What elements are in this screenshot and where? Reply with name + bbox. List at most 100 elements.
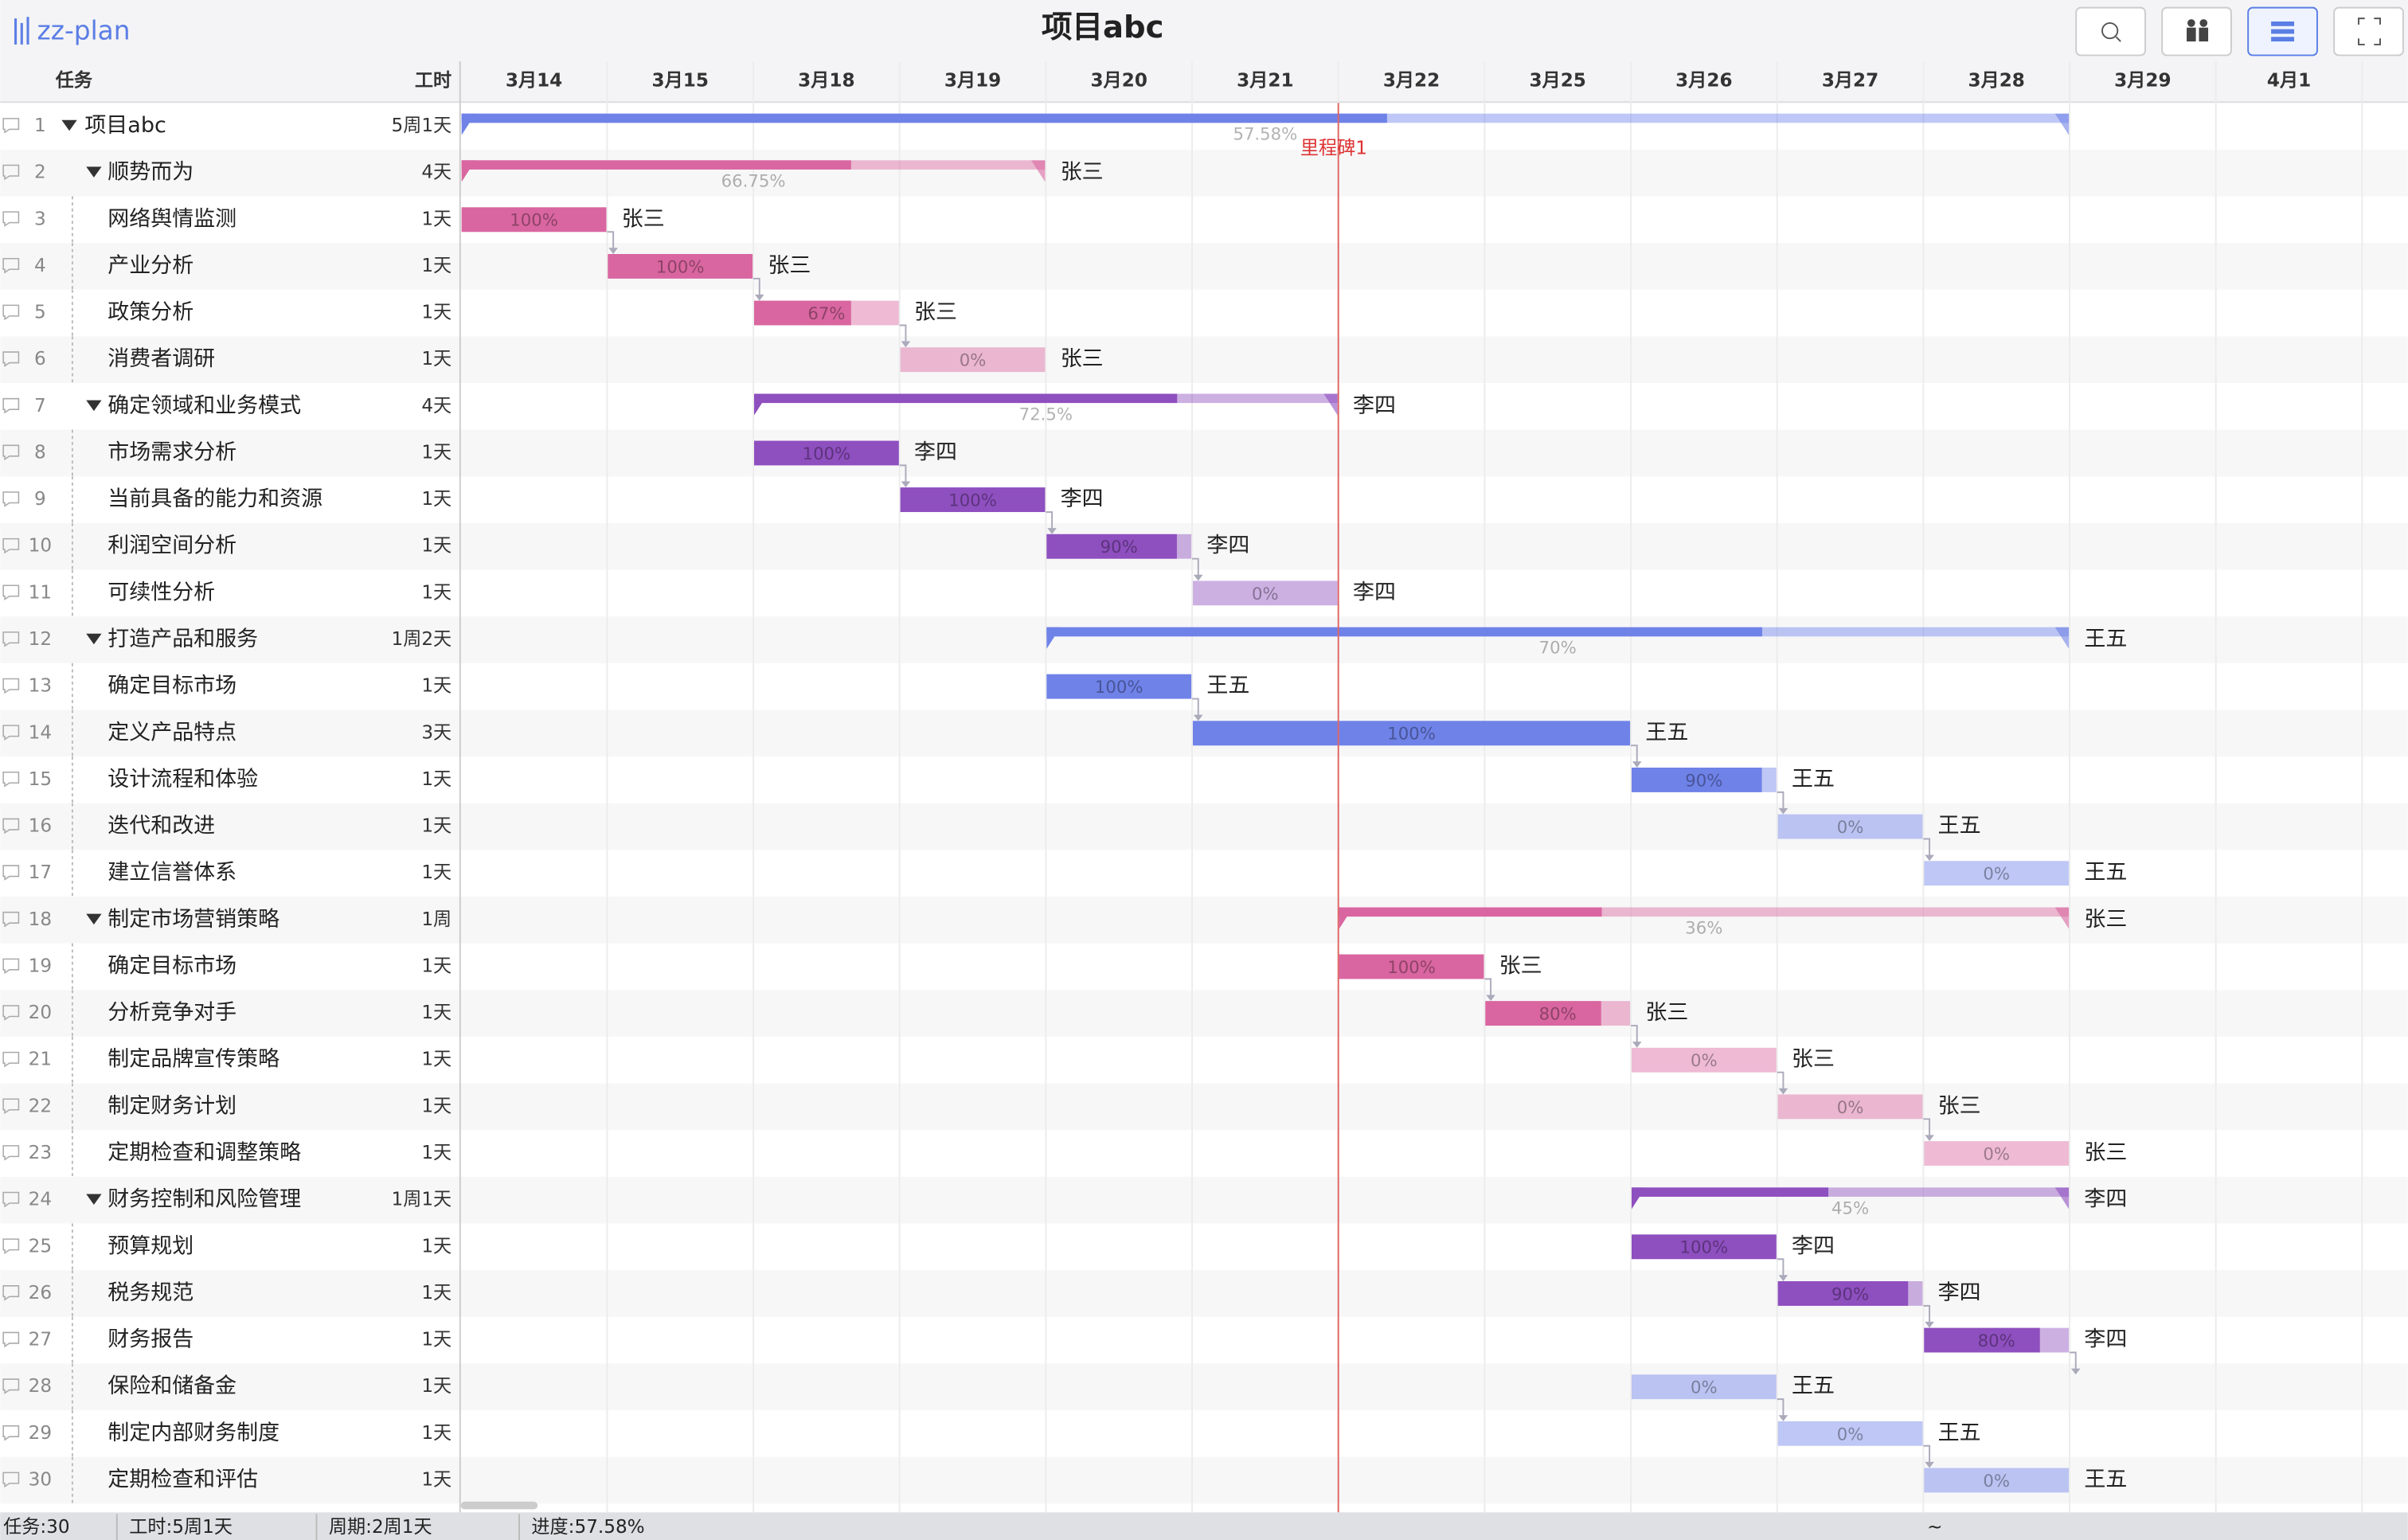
dependency-arrow bbox=[1923, 838, 1931, 860]
row-stripe bbox=[0, 243, 2408, 290]
dependency-arrowhead bbox=[608, 248, 618, 254]
status-item: 工时:5周1天 bbox=[129, 1517, 233, 1538]
bar-progress bbox=[1193, 721, 1631, 746]
bar-remaining bbox=[1777, 1094, 1923, 1120]
collapse-toggle bbox=[86, 913, 102, 925]
status-bar bbox=[0, 1512, 2408, 1540]
bar-progress bbox=[754, 440, 899, 466]
bar-progress bbox=[1046, 674, 1192, 699]
task-name: 消费者调研 bbox=[108, 346, 215, 371]
task-name: 打造产品和服务 bbox=[108, 627, 258, 651]
dependency-arrow bbox=[899, 464, 907, 487]
collapse-toggle bbox=[86, 1194, 102, 1205]
row-number: 12 bbox=[29, 629, 52, 650]
task-name: 制定市场营销策略 bbox=[108, 907, 280, 932]
dependency-arrowhead bbox=[901, 341, 911, 348]
owner-label: 王五 bbox=[1938, 1421, 1981, 1445]
dependency-arrow bbox=[1923, 1444, 1931, 1467]
scrollbar[interactable] bbox=[460, 1501, 538, 1510]
row-number: 24 bbox=[29, 1190, 52, 1210]
task-duration: 1天 bbox=[421, 1376, 452, 1397]
row-number: 6 bbox=[34, 349, 46, 369]
task-name: 确定领域和业务模式 bbox=[108, 393, 301, 418]
progress-label: 67% bbox=[807, 304, 845, 324]
bar-progress bbox=[1046, 534, 1177, 559]
summary-progress bbox=[1632, 1187, 1829, 1197]
progress-label: 0% bbox=[1837, 818, 1864, 838]
comment-icon bbox=[2, 911, 20, 928]
summary-cap bbox=[754, 393, 768, 416]
status-items: 任务:30 工时:5周1天 周期:2周1天 进度:57.58% ~ bbox=[3, 1514, 1943, 1540]
bar-remaining bbox=[1924, 1468, 2070, 1493]
date-label: 3月21 bbox=[1237, 71, 1293, 92]
row-number: 11 bbox=[29, 582, 52, 603]
task-duration: 4天 bbox=[421, 162, 452, 183]
dependency-arrow bbox=[607, 231, 615, 253]
bar-remaining bbox=[1924, 1141, 2070, 1166]
bar-progress bbox=[608, 253, 753, 279]
project-title: 项目abc bbox=[1042, 10, 1164, 45]
comment-icon bbox=[2, 678, 20, 694]
owner-label: 李四 bbox=[1061, 487, 1104, 511]
bar-remaining bbox=[1777, 814, 1923, 839]
date-label: 3月20 bbox=[1091, 71, 1147, 92]
owner-label: 李四 bbox=[914, 440, 957, 464]
summary-cap bbox=[1339, 907, 1354, 929]
task-name: 预算规划 bbox=[108, 1233, 194, 1258]
owner-label: 张三 bbox=[622, 206, 665, 231]
row-stripe bbox=[0, 336, 2408, 384]
owner-label: 张三 bbox=[914, 300, 957, 325]
progress-label: 0% bbox=[1983, 1472, 2010, 1491]
task-duration: 1天 bbox=[421, 1003, 452, 1023]
search-button[interactable] bbox=[2075, 6, 2146, 57]
row-number: 22 bbox=[29, 1096, 52, 1116]
row-number: 2 bbox=[34, 162, 46, 183]
row-number: 15 bbox=[29, 769, 52, 790]
dependency-arrowhead bbox=[1925, 1321, 1934, 1328]
members-button[interactable] bbox=[2161, 6, 2232, 57]
dependency-arrowhead bbox=[901, 481, 911, 488]
collapse-toggle bbox=[86, 166, 102, 178]
date-label: 3月19 bbox=[944, 71, 1001, 92]
status-item: 进度:57.58% bbox=[531, 1517, 644, 1538]
comment-icon bbox=[2, 1098, 20, 1115]
comment-icon bbox=[2, 1005, 20, 1021]
comment-icon bbox=[2, 397, 20, 414]
comment-icon bbox=[2, 1378, 20, 1394]
collapse-toggle bbox=[61, 119, 77, 131]
date-label: 3月14 bbox=[506, 71, 562, 92]
row-number: 8 bbox=[34, 442, 46, 463]
row-number: 16 bbox=[29, 816, 52, 837]
summary-progress bbox=[1339, 907, 1602, 917]
task-name: 迭代和改进 bbox=[108, 814, 215, 838]
gantt-view-button[interactable] bbox=[2247, 6, 2318, 57]
summary-cap bbox=[461, 113, 476, 135]
fullscreen-button[interactable] bbox=[2333, 6, 2404, 57]
dependency-arrow bbox=[1923, 1304, 1931, 1327]
duration-column-header: 工时 bbox=[415, 71, 452, 92]
task-name: 利润空间分析 bbox=[108, 534, 236, 558]
dependency-arrow bbox=[1192, 698, 1199, 720]
timeline-grid: 3月14 3月15 3月18 3月19 3月20 3月21 3月22 3月25 3月26 3月27… bbox=[506, 61, 2363, 1513]
task-name: 建立信誉体系 bbox=[108, 860, 236, 885]
comment-icon bbox=[2, 958, 20, 975]
task-name: 税务规范 bbox=[108, 1280, 194, 1305]
row-number: 17 bbox=[29, 862, 52, 883]
collapse-toggle bbox=[86, 400, 102, 412]
dependency-arrowhead bbox=[1778, 1415, 1788, 1421]
date-label: 3月27 bbox=[1822, 71, 1878, 92]
task-duration: 5周1天 bbox=[391, 115, 452, 136]
task-name: 网络舆情监测 bbox=[108, 206, 236, 231]
dependency-arrowhead bbox=[1193, 714, 1203, 721]
task-name: 确定目标市场 bbox=[108, 674, 236, 698]
owner-label: 张三 bbox=[1645, 1000, 1688, 1025]
row-number: 5 bbox=[34, 303, 46, 323]
row-stripe bbox=[0, 1363, 2408, 1411]
owner-label: 王五 bbox=[2084, 1467, 2127, 1491]
row-stripe bbox=[0, 149, 2408, 197]
task-name: 制定品牌宣传策略 bbox=[108, 1047, 280, 1072]
top-bar bbox=[0, 0, 2408, 62]
row-stripe bbox=[0, 429, 2408, 477]
task-duration: 1天 bbox=[421, 1049, 452, 1070]
dependency-arrowhead bbox=[1925, 854, 1934, 862]
